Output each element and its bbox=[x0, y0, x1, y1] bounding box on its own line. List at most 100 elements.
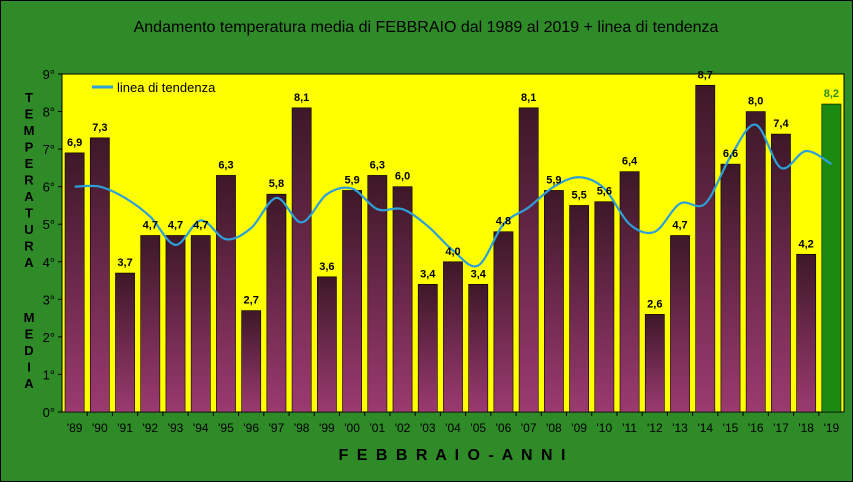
data-label: 7,4 bbox=[773, 118, 789, 130]
y-tick-label: 6° bbox=[43, 180, 55, 195]
data-label: 6,0 bbox=[395, 171, 410, 183]
bar bbox=[670, 235, 690, 413]
y-tick-label: 7° bbox=[43, 142, 55, 157]
x-tick-label: '19 bbox=[824, 421, 840, 435]
x-tick-label: '04 bbox=[445, 421, 461, 435]
y-axis-letter: R bbox=[24, 239, 34, 254]
x-tick-label: '17 bbox=[773, 421, 789, 435]
data-label: 8,2 bbox=[824, 88, 839, 100]
bar bbox=[821, 103, 842, 413]
bar bbox=[619, 171, 640, 413]
x-tick-label: '01 bbox=[369, 421, 385, 435]
bar bbox=[544, 190, 564, 413]
y-axis-letter: M bbox=[24, 310, 35, 325]
legend-label: linea di tendenza bbox=[117, 80, 216, 95]
bar bbox=[115, 272, 135, 413]
bar bbox=[518, 107, 539, 413]
data-label: 3,7 bbox=[117, 257, 132, 269]
data-label: 4,0 bbox=[445, 246, 460, 258]
x-tick-label: '16 bbox=[748, 421, 764, 435]
y-tick-label: 3° bbox=[43, 292, 55, 307]
bar bbox=[594, 201, 615, 413]
y-tick-label: 9° bbox=[43, 67, 55, 82]
x-tick-label: '93 bbox=[168, 421, 184, 435]
data-label: 4,8 bbox=[496, 216, 511, 228]
data-label: 3,4 bbox=[471, 268, 487, 280]
x-tick-label: '03 bbox=[420, 421, 436, 435]
bar bbox=[468, 284, 489, 413]
data-label: 5,9 bbox=[344, 174, 359, 186]
y-axis-label: T E M P E R A T U R AM E D I A bbox=[24, 90, 35, 391]
data-label: 2,6 bbox=[647, 298, 662, 310]
bar bbox=[771, 133, 791, 413]
bar bbox=[316, 276, 337, 413]
bars bbox=[64, 84, 842, 413]
x-axis-ticks: '89 '90 '91 '92 '93 '94 '95 '96 '97 '98 '99 '00 '01 '… bbox=[67, 412, 840, 435]
bar bbox=[165, 235, 186, 413]
x-tick-label: '10 bbox=[597, 421, 613, 435]
y-axis-letter: A bbox=[24, 376, 34, 391]
bar bbox=[796, 253, 817, 413]
y-tick-label: 2° bbox=[43, 330, 55, 345]
data-label: 5,5 bbox=[571, 189, 586, 201]
y-tick-label: 4° bbox=[43, 255, 55, 270]
data-label: 5,9 bbox=[546, 174, 561, 186]
y-tick-label: 1° bbox=[43, 367, 55, 382]
x-tick-label: '99 bbox=[319, 421, 335, 435]
trend-line bbox=[74, 123, 832, 268]
data-label: 8,1 bbox=[294, 92, 309, 104]
bar bbox=[241, 310, 262, 413]
y-axis-letter: P bbox=[25, 140, 34, 155]
bar bbox=[291, 107, 312, 413]
chart-title: Andamento temperatura media di FEBBRAIO … bbox=[134, 19, 719, 36]
data-label: 6,4 bbox=[622, 156, 638, 168]
bar bbox=[140, 235, 161, 413]
x-tick-label: '13 bbox=[672, 421, 688, 435]
y-tick-label: 5° bbox=[43, 217, 55, 232]
bar bbox=[64, 152, 85, 413]
data-label: 6,9 bbox=[67, 137, 82, 149]
data-label: 3,4 bbox=[420, 268, 436, 280]
data-label: 8,7 bbox=[698, 69, 713, 81]
data-label: 5,8 bbox=[269, 178, 284, 190]
x-tick-label: '94 bbox=[193, 421, 209, 435]
data-label: 6,6 bbox=[723, 148, 738, 160]
x-axis-label: F E B B R A I O - A N N I bbox=[339, 447, 568, 464]
x-tick-label: '89 bbox=[67, 421, 83, 435]
data-label: 7,3 bbox=[92, 122, 107, 134]
trend-line-group bbox=[74, 123, 832, 268]
x-tick-label: '11 bbox=[622, 421, 637, 435]
x-tick-label: '15 bbox=[723, 421, 739, 435]
x-tick-label: '18 bbox=[798, 421, 814, 435]
y-axis-letter: E bbox=[25, 156, 34, 171]
bar bbox=[266, 193, 287, 413]
x-tick-label: '02 bbox=[395, 421, 411, 435]
data-label: 5,6 bbox=[597, 186, 612, 198]
bar bbox=[367, 175, 388, 413]
x-tick-label: '97 bbox=[269, 421, 285, 435]
y-axis-letter: I bbox=[27, 360, 31, 375]
x-tick-label: '95 bbox=[218, 421, 234, 435]
data-label: 3,6 bbox=[319, 261, 334, 273]
data-label: 4,7 bbox=[193, 219, 208, 231]
bar bbox=[342, 190, 362, 413]
y-axis-letter: T bbox=[25, 90, 33, 105]
bar bbox=[720, 163, 741, 413]
bar bbox=[190, 235, 211, 413]
data-label: 4,7 bbox=[143, 219, 158, 231]
y-tick-label: 0° bbox=[43, 405, 55, 420]
bar bbox=[89, 137, 110, 413]
data-labels: 6,9 7,3 3,7 4,7 4,7 4,7 6,3 2,7 5,8 8,1 3,6 5,9 6,3 6… bbox=[67, 69, 839, 310]
y-tick-label: 8° bbox=[43, 105, 55, 120]
y-axis-letter: U bbox=[24, 222, 33, 237]
bar bbox=[745, 111, 766, 413]
x-tick-label: '98 bbox=[294, 421, 310, 435]
x-tick-label: '96 bbox=[243, 421, 259, 435]
x-tick-label: '09 bbox=[571, 421, 587, 435]
bar bbox=[216, 175, 236, 413]
y-axis-letter: A bbox=[24, 189, 34, 204]
x-tick-label: '07 bbox=[521, 421, 537, 435]
